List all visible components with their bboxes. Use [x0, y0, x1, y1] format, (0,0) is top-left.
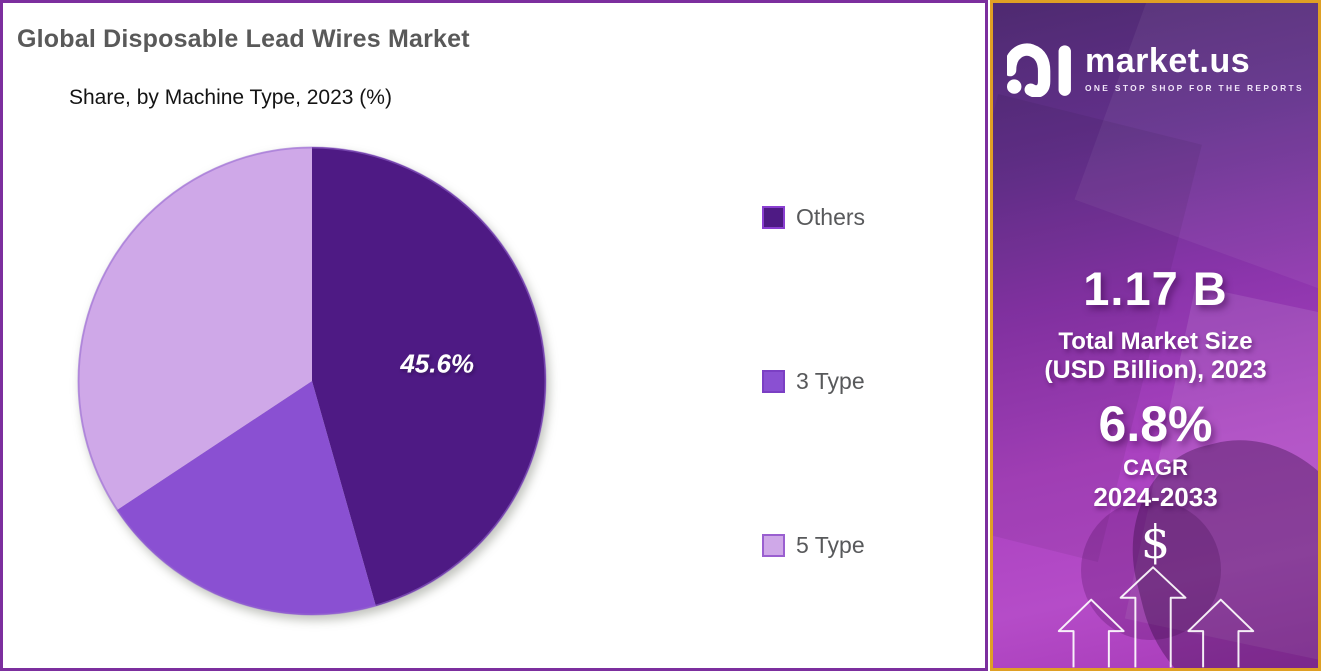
dollar-icon: $	[1140, 515, 1171, 569]
market-size-value: 1.17 B	[1083, 262, 1228, 315]
up-arrow-icon	[1119, 566, 1187, 668]
chart-title: Global Disposable Lead Wires Market	[17, 25, 470, 53]
up-arrow-icon	[1057, 598, 1125, 668]
growth-arrows-icon	[1057, 566, 1255, 668]
pie-slice-others	[312, 147, 546, 607]
legend-swatch-others	[762, 206, 785, 229]
pie-slice-label: 45.6%	[399, 349, 474, 379]
cagr-caption-line1: CAGR	[1123, 455, 1188, 480]
legend-item-3type: 3 Type	[762, 368, 865, 395]
marketus-logo-icon	[1007, 43, 1071, 97]
brand-logo: market.us ONE STOP SHOP FOR THE REPORTS	[993, 39, 1318, 97]
sidebar: market.us ONE STOP SHOP FOR THE REPORTS …	[990, 0, 1321, 671]
market-size-caption-line2: (USD Billion), 2023	[1044, 356, 1267, 384]
brand-name: market.us	[1085, 41, 1251, 80]
up-arrow-icon	[1187, 598, 1255, 668]
pie-chart: 45.6%	[77, 146, 547, 616]
brand-tagline: ONE STOP SHOP FOR THE REPORTS	[1085, 82, 1304, 93]
cagr-value: 6.8%	[1098, 396, 1213, 452]
market-size-caption-line1: Total Market Size	[1058, 328, 1253, 355]
legend-label: 3 Type	[796, 368, 865, 394]
brand-text: market.us ONE STOP SHOP FOR THE REPORTS	[1085, 44, 1304, 93]
cagr-caption-line2: 2024-2033	[1093, 482, 1218, 512]
legend-item-5type: 5 Type	[762, 532, 865, 559]
legend-swatch-5type	[762, 534, 785, 557]
chart-panel: Global Disposable Lead Wires Market Shar…	[0, 0, 988, 671]
pie-slice-3-type	[116, 381, 376, 615]
pie-slice-5-type	[78, 147, 313, 511]
legend-item-others: Others	[762, 204, 865, 231]
legend-swatch-3type	[762, 370, 785, 393]
chart-subtitle: Share, by Machine Type, 2023 (%)	[69, 86, 392, 109]
legend-label: Others	[796, 204, 866, 230]
pie-rim	[77, 146, 547, 616]
legend-label: 5 Type	[796, 532, 865, 558]
